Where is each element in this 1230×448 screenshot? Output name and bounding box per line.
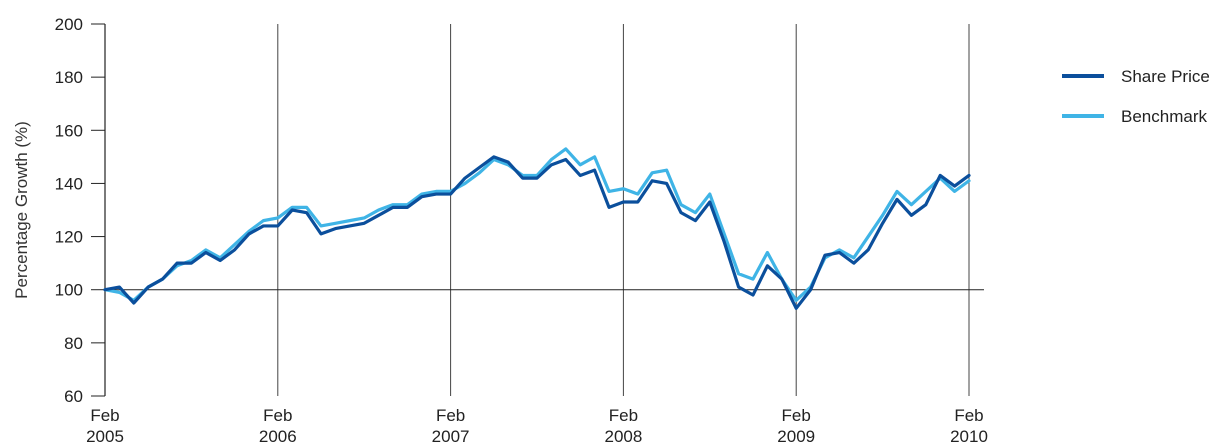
chart-grid	[277, 24, 970, 396]
y-tick-label: 140	[55, 174, 83, 193]
x-tick-label: Feb	[263, 406, 292, 425]
y-tick-label: 180	[55, 68, 83, 87]
y-axis-label: Percentage Growth (%)	[12, 121, 31, 299]
chart-tick-labels: 60 80 100 120 140 160 180 200 Feb 2005 Feb 2006 Feb 2…	[55, 15, 988, 446]
x-tick-label: Feb	[609, 406, 638, 425]
x-tick-label: Feb	[782, 406, 811, 425]
y-tick-label: 80	[64, 334, 83, 353]
x-tick-label: Feb	[90, 406, 119, 425]
series-line-benchmark	[103, 147, 971, 302]
legend-label-benchmark: Benchmark	[1121, 107, 1207, 126]
x-tick-label: Feb	[954, 406, 983, 425]
y-tick-label: 160	[55, 121, 83, 140]
x-tick-label: 2005	[86, 427, 124, 446]
x-tick-label: 2007	[432, 427, 470, 446]
x-tick-label: Feb	[436, 406, 465, 425]
series-line-share-price	[103, 155, 971, 310]
y-tick-label: 120	[55, 228, 83, 247]
x-tick-label: 2008	[604, 427, 642, 446]
y-tick-label: 200	[55, 15, 83, 34]
chart-series	[103, 147, 971, 310]
y-tick-label: 100	[55, 281, 83, 300]
x-tick-label: 2010	[950, 427, 988, 446]
y-tick-label: 60	[64, 387, 83, 406]
x-tick-label: 2009	[777, 427, 815, 446]
legend-label-share-price: Share Price	[1121, 67, 1210, 86]
x-tick-label: 2006	[259, 427, 297, 446]
chart-legend: Share Price Benchmark	[1062, 67, 1210, 126]
chart-axes	[91, 23, 984, 397]
